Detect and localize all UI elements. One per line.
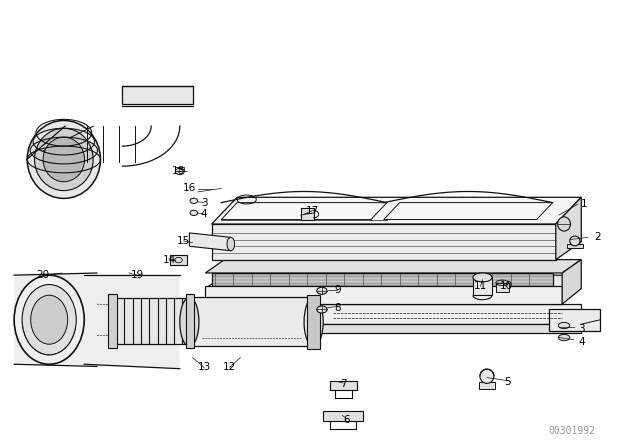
Text: 6: 6 bbox=[344, 415, 350, 425]
Ellipse shape bbox=[27, 121, 100, 198]
Ellipse shape bbox=[31, 295, 68, 344]
Ellipse shape bbox=[558, 323, 570, 329]
Text: 2: 2 bbox=[594, 233, 600, 242]
Polygon shape bbox=[567, 245, 582, 249]
Text: 5: 5 bbox=[505, 377, 511, 387]
Text: 10: 10 bbox=[499, 281, 513, 291]
Polygon shape bbox=[479, 382, 495, 389]
Ellipse shape bbox=[304, 297, 323, 346]
Ellipse shape bbox=[227, 237, 235, 251]
Text: 16: 16 bbox=[183, 183, 196, 194]
Text: 19: 19 bbox=[131, 270, 144, 280]
Ellipse shape bbox=[22, 284, 76, 355]
Polygon shape bbox=[212, 224, 556, 260]
Polygon shape bbox=[496, 283, 509, 292]
Polygon shape bbox=[186, 294, 195, 348]
Ellipse shape bbox=[570, 236, 580, 246]
Polygon shape bbox=[122, 86, 193, 104]
Polygon shape bbox=[384, 202, 552, 220]
Polygon shape bbox=[108, 294, 116, 348]
Text: 3: 3 bbox=[578, 323, 584, 334]
Polygon shape bbox=[556, 197, 581, 260]
Ellipse shape bbox=[557, 217, 570, 231]
Text: 20: 20 bbox=[36, 270, 49, 280]
Polygon shape bbox=[212, 197, 581, 224]
Text: 18: 18 bbox=[172, 167, 185, 177]
Polygon shape bbox=[205, 275, 581, 289]
Ellipse shape bbox=[14, 275, 84, 364]
Polygon shape bbox=[113, 297, 189, 345]
Polygon shape bbox=[193, 324, 581, 333]
Polygon shape bbox=[323, 411, 364, 421]
Polygon shape bbox=[473, 277, 492, 295]
Ellipse shape bbox=[558, 334, 570, 340]
Text: 8: 8 bbox=[334, 303, 340, 313]
Polygon shape bbox=[189, 233, 231, 251]
Text: 11: 11 bbox=[474, 281, 487, 291]
Polygon shape bbox=[549, 309, 600, 331]
Text: 13: 13 bbox=[197, 362, 211, 372]
Polygon shape bbox=[562, 260, 581, 304]
Text: 1: 1 bbox=[581, 199, 588, 209]
Polygon shape bbox=[301, 208, 314, 220]
Ellipse shape bbox=[190, 210, 198, 215]
Ellipse shape bbox=[43, 137, 84, 182]
Polygon shape bbox=[330, 381, 357, 390]
Ellipse shape bbox=[480, 369, 494, 383]
Text: 14: 14 bbox=[163, 254, 175, 265]
Polygon shape bbox=[193, 304, 581, 324]
Polygon shape bbox=[221, 202, 387, 220]
Polygon shape bbox=[189, 297, 314, 346]
Text: 00301992: 00301992 bbox=[548, 426, 595, 436]
Ellipse shape bbox=[317, 306, 327, 313]
Text: 4: 4 bbox=[578, 337, 584, 347]
Ellipse shape bbox=[317, 287, 327, 294]
Polygon shape bbox=[307, 295, 320, 349]
Text: 15: 15 bbox=[177, 236, 190, 246]
Polygon shape bbox=[205, 286, 562, 304]
Ellipse shape bbox=[35, 128, 93, 190]
Text: 3: 3 bbox=[201, 198, 207, 207]
Ellipse shape bbox=[473, 273, 492, 282]
Text: 9: 9 bbox=[334, 285, 340, 295]
Ellipse shape bbox=[190, 198, 198, 203]
Text: 4: 4 bbox=[201, 209, 207, 219]
Text: 7: 7 bbox=[340, 379, 346, 389]
Polygon shape bbox=[205, 260, 581, 273]
Text: 12: 12 bbox=[223, 362, 236, 372]
Polygon shape bbox=[212, 273, 552, 286]
Polygon shape bbox=[14, 273, 180, 369]
Text: 17: 17 bbox=[306, 206, 319, 215]
Polygon shape bbox=[170, 255, 188, 265]
Ellipse shape bbox=[180, 297, 199, 346]
